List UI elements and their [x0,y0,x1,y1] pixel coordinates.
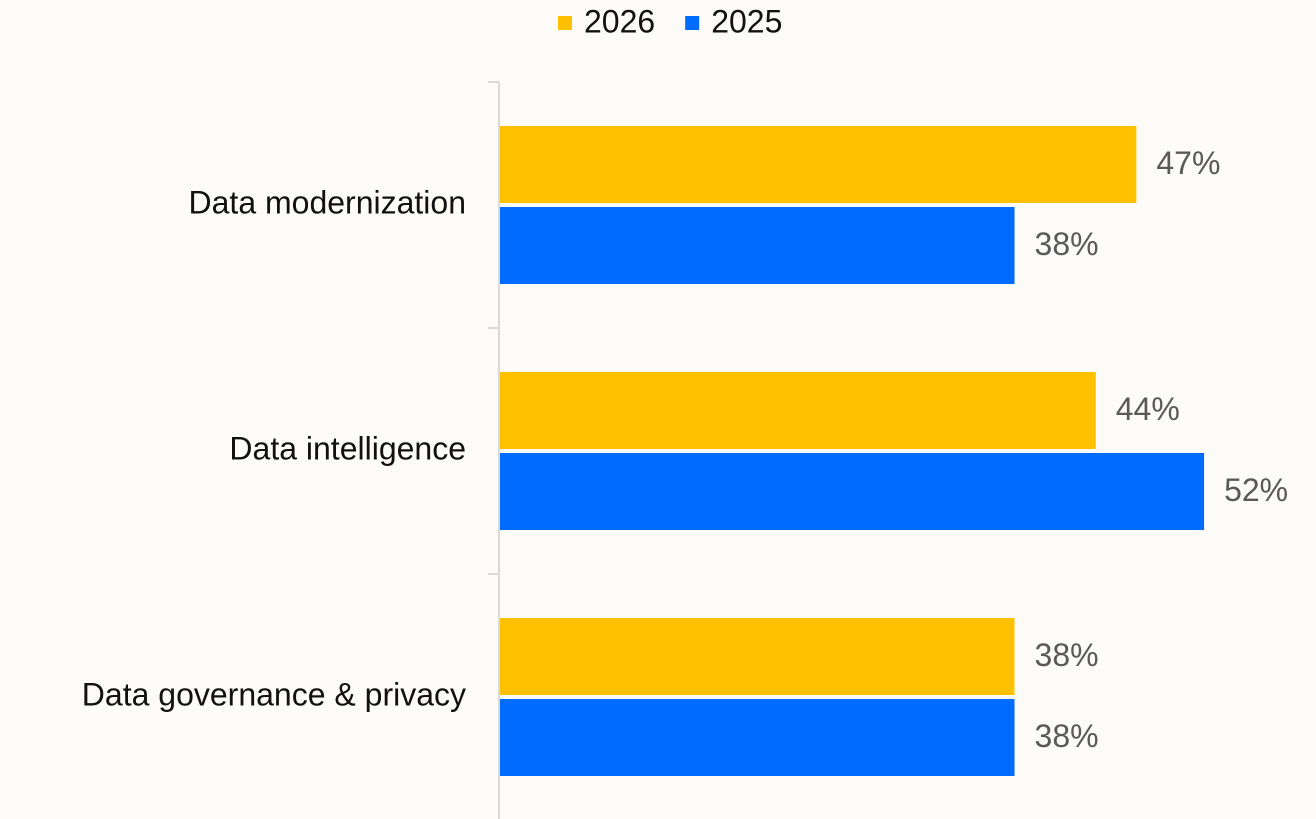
bar [500,372,1096,449]
legend-swatch [558,16,572,30]
category-label: Data governance & privacy [82,676,466,712]
bar [500,207,1015,284]
category-label: Data modernization [189,184,466,220]
category-label: Data intelligence [229,430,466,466]
bar [500,453,1205,530]
legend-label: 2025 [711,3,782,39]
legend-swatch [685,16,700,30]
value-label: 38% [1035,226,1099,262]
value-label: 52% [1224,472,1288,508]
value-label: 38% [1035,718,1099,754]
bar [500,126,1137,203]
value-label: 38% [1035,637,1099,673]
bar [500,618,1015,695]
legend-label: 2026 [584,3,655,39]
value-label: 47% [1156,145,1220,181]
value-label: 44% [1116,391,1180,427]
bar [500,699,1015,776]
